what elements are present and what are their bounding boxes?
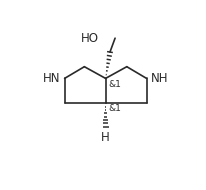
- Text: HN: HN: [43, 72, 60, 85]
- Text: &1: &1: [108, 104, 121, 112]
- Text: &1: &1: [108, 80, 121, 89]
- Text: HO: HO: [81, 32, 99, 45]
- Text: H: H: [101, 131, 110, 144]
- Text: NH: NH: [151, 72, 169, 85]
